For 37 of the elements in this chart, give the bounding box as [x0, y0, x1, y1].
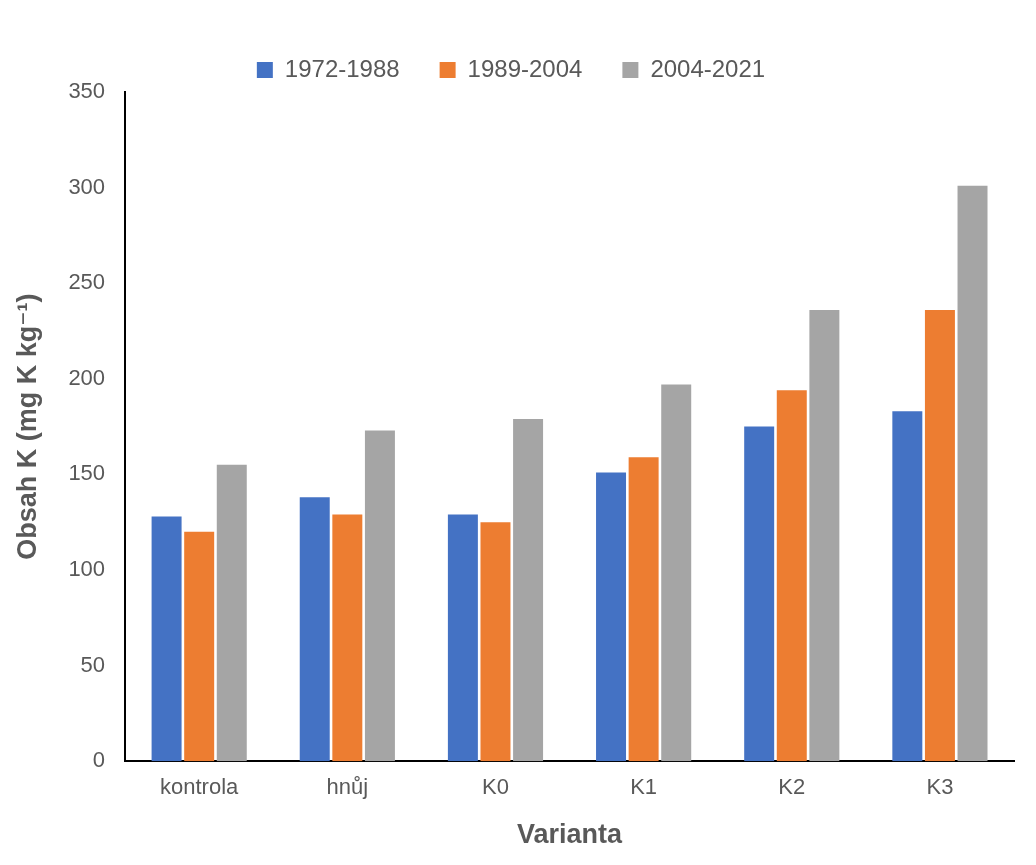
- bar: [216, 464, 247, 762]
- bar: [299, 497, 330, 762]
- legend-label: 1989-2004: [467, 54, 583, 82]
- y-tick-label: 200: [68, 364, 106, 390]
- bar: [447, 514, 478, 762]
- y-tick-label: 0: [92, 747, 106, 773]
- bar: [744, 426, 775, 762]
- bar: [809, 309, 840, 762]
- x-axis-title: Varianta: [517, 819, 624, 850]
- bar: [892, 411, 923, 762]
- y-tick-label: 350: [68, 78, 106, 104]
- y-axis-title: Obsah K (mg K kg⁻¹): [11, 293, 42, 560]
- bar: [364, 430, 395, 762]
- bar: [596, 472, 627, 762]
- bar: [332, 514, 363, 762]
- x-tick-label: K3: [926, 774, 954, 800]
- x-tick-label: K0: [482, 774, 509, 800]
- bar: [480, 522, 511, 762]
- bar: [957, 185, 988, 762]
- legend-label: 2004-2021: [650, 54, 766, 82]
- y-tick-label: 300: [68, 173, 106, 199]
- x-tick-label: hnůj: [326, 774, 369, 800]
- y-tick-label: 100: [68, 556, 106, 582]
- y-tick-label: 250: [68, 269, 106, 295]
- x-tick-label: K1: [630, 774, 658, 800]
- bar: [513, 418, 544, 762]
- bar: [151, 516, 182, 762]
- x-tick-label: K2: [778, 774, 806, 800]
- y-tick-label: 150: [68, 460, 106, 486]
- bar: [184, 531, 215, 762]
- bar: [661, 384, 692, 762]
- legend-label: 1972-1988: [284, 54, 400, 82]
- bar: [776, 390, 807, 762]
- bar: [924, 309, 955, 762]
- y-tick-label: 50: [80, 651, 106, 677]
- x-tick-label: kontrola: [160, 774, 240, 800]
- bar: [628, 457, 659, 762]
